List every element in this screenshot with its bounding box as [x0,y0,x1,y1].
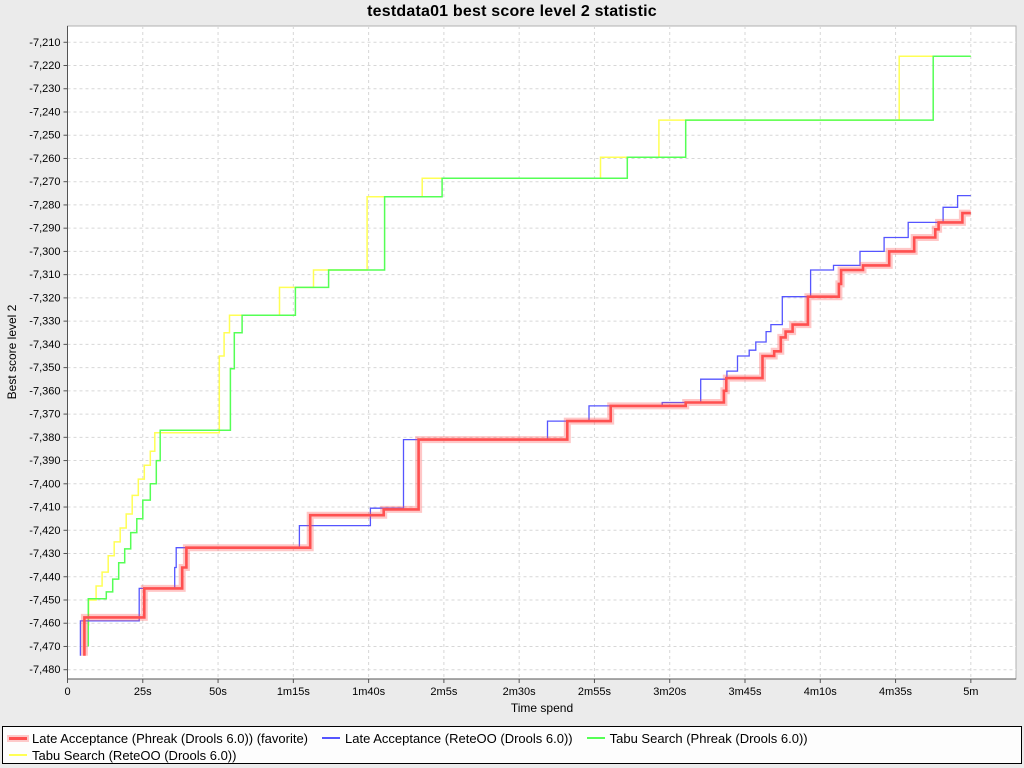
y-tick-label: -7,320 [29,292,60,304]
y-tick-label: -7,470 [29,641,60,653]
x-tick-label: 5m [963,686,978,698]
legend-label: Tabu Search (ReteOO (Drools 6.0)) [32,747,237,763]
legend-line-swatch-icon [9,754,27,756]
legend-item-2: Tabu Search (Phreak (Drools 6.0)) [586,730,808,746]
legend-row-0: Late Acceptance (Phreak (Drools 6.0)) (f… [9,730,1015,746]
y-tick-label: -7,340 [29,339,60,351]
legend-line-swatch-icon [586,737,605,739]
y-axis-title: Best score level 2 [5,304,19,399]
x-tick-label: 4m35s [879,686,913,698]
legend-label: Tabu Search (Phreak (Drools 6.0)) [609,730,808,746]
y-tick-label: -7,460 [29,618,60,630]
y-tick-label: -7,440 [29,571,60,583]
chart-plot-area: -7,210 -7,220 -7,230 -7,240 -7,250 -7,260 -7,2… [5,25,1017,715]
y-tick-label: -7,280 [29,199,60,211]
legend-row-1: Tabu Search (ReteOO (Drools 6.0)) [9,747,1015,763]
y-tick-label: -7,400 [29,478,60,490]
legend-line-swatch-icon [9,736,27,740]
y-tick-label: -7,360 [29,385,60,397]
series-line-3 [87,55,971,626]
y-tick-label: -7,220 [29,60,60,72]
legend-item-0: Late Acceptance (Phreak (Drools 6.0)) (f… [9,731,308,746]
y-tick-label: -7,300 [29,246,60,258]
x-tick-label: 0 [64,686,70,698]
plot-background [67,25,1017,680]
x-tick-label: 50s [209,686,227,698]
y-tick-label: -7,350 [29,362,60,374]
x-tick-label: 1m40s [352,686,386,698]
series-line-1 [79,194,971,656]
x-tick-label: 1m15s [277,686,311,698]
y-tick-label: -7,270 [29,176,60,188]
legend-item-3: Tabu Search (ReteOO (Drools 6.0)) [9,748,236,763]
y-tick-label: -7,310 [29,269,60,281]
legend-label: Late Acceptance (ReteOO (Drools 6.0)) [345,730,573,746]
y-tick-label: -7,290 [29,223,60,235]
y-tick-label: -7,430 [29,548,60,560]
x-tick-label: 2m5s [430,686,457,698]
legend-line-swatch-icon [322,737,341,739]
y-tick-label: -7,390 [29,455,60,467]
y-tick-label: -7,230 [29,83,60,95]
legend-label: Late Acceptance (Phreak (Drools 6.0)) (f… [32,730,309,746]
x-tick-label: 25s [134,686,152,698]
chart-legend: Late Acceptance (Phreak (Drools 6.0)) (f… [2,726,1022,764]
y-tick-label: -7,330 [29,316,60,328]
legend-item-1: Late Acceptance (ReteOO (Drools 6.0)) [322,731,573,746]
series-line-2 [87,55,971,647]
y-tick-label: -7,450 [29,594,60,606]
x-axis-title: Time spend [511,701,573,715]
y-tick-label: -7,240 [29,106,60,118]
chart-title: testdata01 best score level 2 statistic [367,3,657,20]
x-tick-label: 3m20s [653,686,687,698]
x-tick-label: 4m10s [804,686,838,698]
y-tick-label: -7,210 [29,37,60,49]
x-tick-label: 2m30s [503,686,537,698]
y-tick-label: -7,480 [29,664,60,676]
x-tick-label: 3m45s [728,686,762,698]
y-tick-label: -7,380 [29,432,60,444]
y-tick-label: -7,410 [29,502,60,514]
y-tick-label: -7,260 [29,153,60,165]
y-tick-label: -7,420 [29,525,60,537]
x-tick-label: 2m55s [578,686,612,698]
series-line-0 [83,211,971,656]
y-tick-label: -7,250 [29,130,60,142]
y-tick-label: -7,370 [29,409,60,421]
